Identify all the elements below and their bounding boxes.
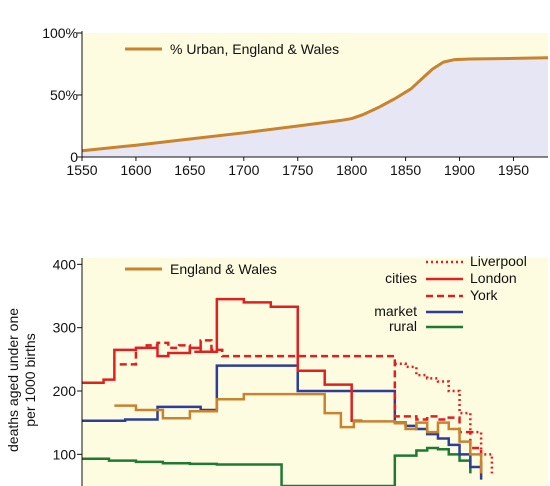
- y-tick-label: 300: [53, 320, 77, 336]
- x-tick-label: 1600: [120, 162, 151, 178]
- y-tick-label: 400: [53, 256, 77, 272]
- series-line-liverpool: [394, 362, 494, 474]
- legend-label-liverpool: Liverpool: [470, 253, 527, 269]
- legend-label-york: York: [470, 287, 499, 303]
- y-tick-label: 100%: [42, 25, 78, 41]
- x-tick-label: 1700: [228, 162, 259, 178]
- legend-label-rural: rural: [389, 318, 417, 334]
- series-line-england-wales: [114, 392, 483, 474]
- legend-label-market: market: [374, 303, 417, 319]
- x-tick-label: 1900: [444, 162, 475, 178]
- legend-label-urban: % Urban, England & Wales: [170, 41, 339, 57]
- legend-label-england-wales: England & Wales: [170, 261, 277, 277]
- legend-group-label-cities: cities: [385, 270, 417, 286]
- x-tick-label: 1800: [336, 162, 367, 178]
- y-tick-label: 50%: [50, 87, 78, 103]
- urban-area-fill: [82, 57, 548, 157]
- legend-label-london: London: [470, 270, 517, 286]
- series-line-rural: [82, 446, 472, 486]
- legend: % Urban, England & Wales: [125, 41, 339, 57]
- y-tick-label: 100: [53, 446, 77, 462]
- series-line-london: [82, 297, 363, 423]
- urban-percentage-chart: 0 50% 100% 1550 1600 1650 1700 1750 1800 1850 1900…: [42, 25, 549, 178]
- y-axis-label-line: deaths aged under one: [5, 308, 21, 452]
- x-tick-label: 1750: [282, 162, 313, 178]
- series-line-urban: [81, 56, 549, 153]
- x-tick-label: 1850: [390, 162, 421, 178]
- series-line-york: [119, 339, 483, 467]
- x-tick-label: 1650: [174, 162, 205, 178]
- x-tick-label: 1550: [66, 162, 97, 178]
- y-axis-label: deaths aged under oneper 1000 births: [5, 308, 38, 452]
- y-tick-label: 0: [70, 149, 78, 165]
- y-tick-label: 200: [53, 383, 77, 399]
- y-axis-label-line: per 1000 births: [22, 333, 38, 426]
- x-tick-label: 1950: [498, 162, 529, 178]
